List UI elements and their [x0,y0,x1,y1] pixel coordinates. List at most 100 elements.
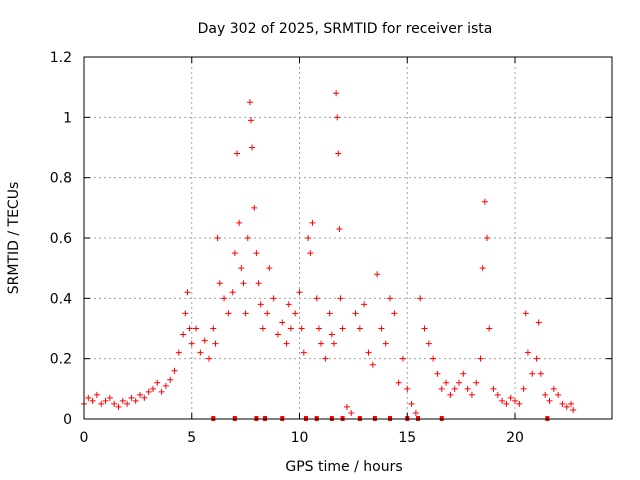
data-point [225,310,232,317]
data-point [335,150,342,157]
data-point [421,325,428,332]
data-point [507,394,514,401]
data-point [326,310,333,317]
data-point [253,250,260,257]
axis-ticks: 0 0.2 0.4 0.6 0.8 1 1.2 0 5 10 15 20 [50,50,612,446]
data-point [417,295,424,302]
data-point [205,355,212,362]
data-point [563,403,570,410]
data-point [387,295,394,302]
data-point [559,400,566,407]
data-point [188,340,195,347]
data-point [149,385,156,392]
data-point [259,325,266,332]
data-point [106,394,113,401]
x-tick-label: 20 [506,430,524,446]
data-point [309,219,316,226]
x-tick-label: 15 [398,430,416,446]
data-point [231,250,238,257]
y-tick-label: 0.8 [50,171,72,187]
data-point [451,385,458,392]
data-point [184,289,191,296]
data-point [339,325,346,332]
y-tick-label: 0.2 [50,352,72,368]
data-point [141,394,148,401]
data-point [533,355,540,362]
data-point [264,310,271,317]
data-point [307,250,314,257]
data-point [352,310,359,317]
y-tick-label: 0.4 [50,291,72,307]
data-point [145,388,152,395]
data-point [270,295,277,302]
y-axis-label: SRMTID / TECUs [6,182,22,295]
data-point [318,340,325,347]
data-point [119,397,126,404]
data-point [85,394,92,401]
data-point [266,265,273,272]
data-point [484,235,491,241]
data-point [328,331,335,338]
data-point [473,379,480,386]
y-tick-label: 0 [63,412,72,428]
data-point [361,301,368,308]
data-point [234,150,241,157]
data-point [455,379,462,386]
data-point [430,355,437,362]
data-point [330,340,337,347]
data-point [182,310,189,317]
data-point [285,301,292,308]
data-point [481,198,488,205]
data-point [279,319,286,326]
data-point [499,397,506,404]
data-point [257,301,264,308]
data-point [255,280,262,287]
data-point [201,337,208,344]
data-point [111,400,118,407]
data-point [399,355,406,362]
data-point [486,325,493,332]
data-point [283,340,290,347]
data-point [300,349,307,356]
data-point [175,349,182,356]
data-point [337,295,344,302]
data-point [460,370,467,377]
data-point [137,391,144,398]
data-point [186,325,193,332]
data-point [167,376,174,383]
grid [84,57,612,419]
y-tick-label: 1 [63,110,72,126]
data-point [298,325,305,332]
data-point [180,331,187,338]
data-point [477,355,484,362]
data-point [516,400,523,407]
data-point [171,367,178,374]
data-point [434,370,441,377]
data-point [236,219,243,226]
data-point [535,319,542,326]
data-point [348,409,355,416]
data-point [369,361,376,368]
data-point [212,340,219,347]
data-point [89,397,96,404]
x-axis-label: GPS time / hours [285,459,402,475]
data-point [494,391,501,398]
data-point [248,117,255,124]
data-point [305,235,312,241]
data-point [93,391,100,398]
data-point [115,403,122,410]
data-point [343,403,350,410]
data-point [274,331,281,338]
plot-frame [83,56,613,420]
data-point [292,310,299,317]
data-point [570,406,577,413]
data-point [468,391,475,398]
data-point [132,397,139,404]
data-point [251,204,258,211]
data-point [214,235,221,241]
data-point [425,340,432,347]
y-tick-label: 0.6 [50,231,72,247]
data-point [98,400,105,407]
x-tick-label: 0 [80,430,89,446]
